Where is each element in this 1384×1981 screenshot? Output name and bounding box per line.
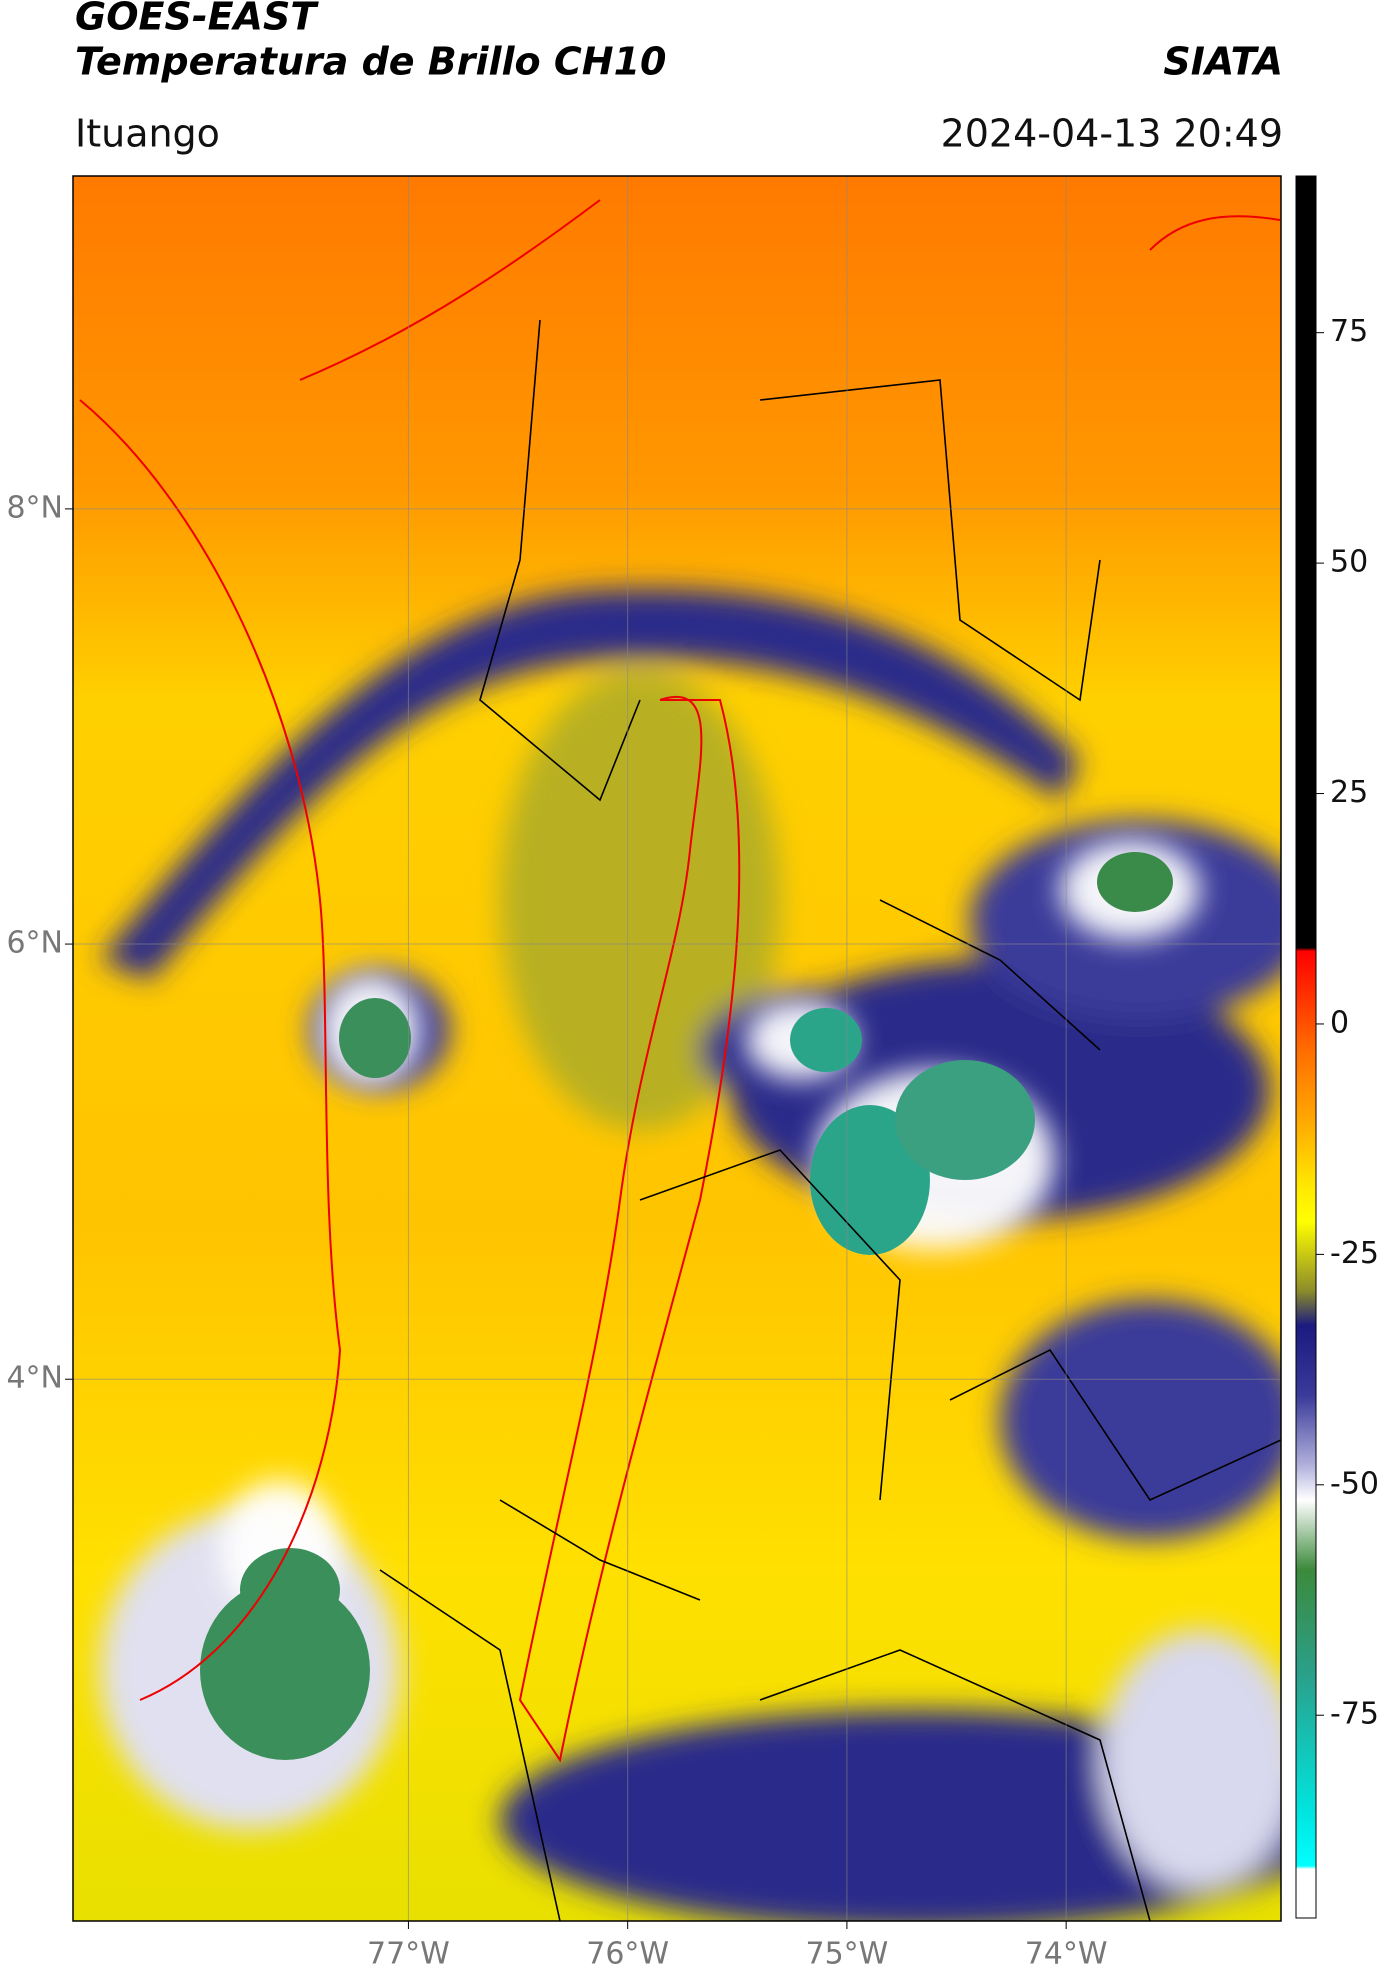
title: GOES-EAST [75, 0, 319, 39]
y-tick-label: 4°N [6, 1361, 63, 1396]
colorbar-tick-label: 0 [1330, 1005, 1349, 1040]
map-frame [72, 175, 1282, 1922]
source: SIATA [1163, 40, 1283, 84]
subtitle: Temperatura de Brillo CH10 [75, 40, 666, 84]
colorbar [1295, 175, 1317, 1919]
colorbar-tick-label: -25 [1330, 1236, 1379, 1271]
y-tick-label: 6°N [6, 926, 63, 961]
graticule [73, 176, 1281, 1921]
datetime: 2024-04-13 20:49 [941, 112, 1283, 156]
x-tick-label: 77°W [367, 1937, 450, 1972]
colorbar-tick-label: -75 [1330, 1697, 1379, 1732]
colorbar-tick-label: 50 [1330, 545, 1368, 580]
location: Ituango [75, 112, 220, 156]
x-tick-label: 75°W [805, 1937, 888, 1972]
satellite-image [73, 176, 1281, 1921]
x-tick-label: 76°W [586, 1937, 669, 1972]
y-tick-label: 8°N [6, 490, 63, 525]
colorbar-tick-label: -50 [1330, 1466, 1379, 1501]
colorbar-tick-label: 75 [1330, 314, 1368, 349]
x-tick-label: 74°W [1025, 1937, 1108, 1972]
colorbar-tick-label: 25 [1330, 775, 1368, 810]
